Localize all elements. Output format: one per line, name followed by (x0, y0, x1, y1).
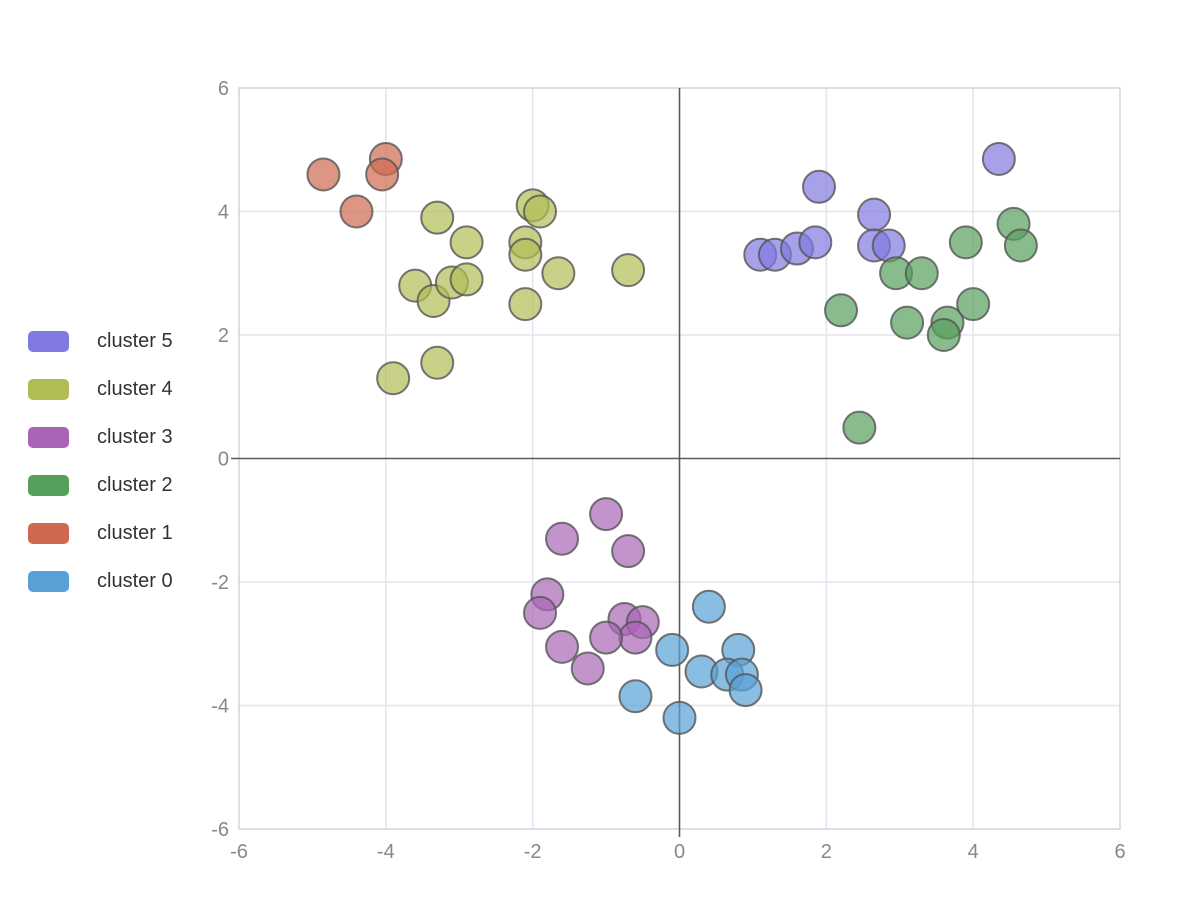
point-cluster-0 (691, 589, 726, 624)
x-tick-label: 4 (968, 841, 979, 863)
point-cluster-5 (798, 225, 833, 260)
point-cluster-4 (420, 200, 455, 235)
point-cluster-3 (589, 497, 624, 532)
legend-swatch-icon (28, 523, 69, 544)
point-cluster-2 (948, 225, 983, 260)
point-cluster-2 (1003, 228, 1038, 263)
x-tick-label: -4 (377, 841, 395, 863)
legend-label: cluster 4 (97, 378, 173, 400)
point-cluster-0 (618, 679, 653, 714)
point-cluster-0 (728, 673, 763, 708)
x-tick-label: -6 (230, 841, 248, 863)
point-cluster-4 (508, 287, 543, 322)
legend-item-cluster-4: cluster 4 (28, 378, 173, 400)
point-cluster-3 (570, 651, 605, 686)
point-cluster-2 (926, 318, 961, 352)
legend-item-cluster-2: cluster 2 (28, 474, 173, 496)
legend-item-cluster-1: cluster 1 (28, 522, 173, 544)
legend-item-cluster-3: cluster 3 (28, 426, 173, 448)
legend-label: cluster 0 (97, 570, 173, 592)
legend-label: cluster 3 (97, 426, 173, 448)
legend-item-cluster-5: cluster 5 (28, 330, 173, 352)
point-cluster-4 (611, 253, 646, 288)
y-tick-label: -6 (211, 819, 229, 841)
point-cluster-2 (824, 293, 859, 328)
legend-item-cluster-0: cluster 0 (28, 570, 173, 592)
y-tick-label: -4 (211, 696, 229, 718)
point-cluster-3 (523, 595, 558, 630)
legend-swatch-icon (28, 331, 69, 352)
point-cluster-2 (956, 287, 991, 322)
point-cluster-1 (306, 157, 341, 192)
point-cluster-4 (449, 262, 484, 297)
point-cluster-2 (842, 410, 877, 445)
y-tick-label: 4 (218, 202, 229, 224)
point-cluster-0 (655, 632, 690, 667)
point-cluster-5 (871, 228, 906, 263)
x-tick-label: -2 (524, 841, 542, 863)
point-cluster-4 (449, 225, 484, 260)
point-cluster-2 (904, 256, 939, 291)
legend-swatch-icon (28, 379, 69, 400)
y-tick-label: 6 (218, 78, 229, 100)
y-tick-label: 0 (218, 449, 229, 471)
y-tick-label: -2 (211, 572, 229, 594)
legend-swatch-icon (28, 475, 69, 496)
point-cluster-4 (508, 237, 543, 272)
legend-label: cluster 1 (97, 522, 173, 544)
point-cluster-3 (545, 629, 580, 664)
legend-swatch-icon (28, 571, 69, 592)
point-cluster-4 (420, 345, 455, 380)
point-cluster-1 (339, 194, 374, 229)
x-tick-label: 0 (674, 841, 685, 863)
point-cluster-3 (545, 521, 580, 556)
legend-swatch-icon (28, 427, 69, 448)
point-cluster-3 (589, 620, 624, 655)
point-cluster-4 (523, 194, 558, 229)
legend-label: cluster 5 (97, 330, 173, 352)
legend-label: cluster 2 (97, 474, 173, 496)
point-cluster-1 (365, 157, 400, 192)
point-cluster-2 (890, 305, 925, 340)
x-tick-label: 2 (821, 841, 832, 863)
point-cluster-4 (376, 361, 411, 396)
y-tick-label: 2 (218, 325, 229, 347)
point-cluster-3 (618, 620, 653, 655)
point-cluster-5 (801, 169, 836, 204)
point-cluster-3 (611, 534, 646, 569)
point-cluster-0 (662, 700, 697, 735)
point-cluster-4 (541, 256, 576, 291)
point-cluster-5 (981, 142, 1016, 177)
x-tick-label: 6 (1114, 841, 1125, 863)
point-cluster-5 (857, 197, 892, 232)
legend: cluster 5 cluster 4 cluster 3 cluster 2 clus… (28, 330, 173, 592)
